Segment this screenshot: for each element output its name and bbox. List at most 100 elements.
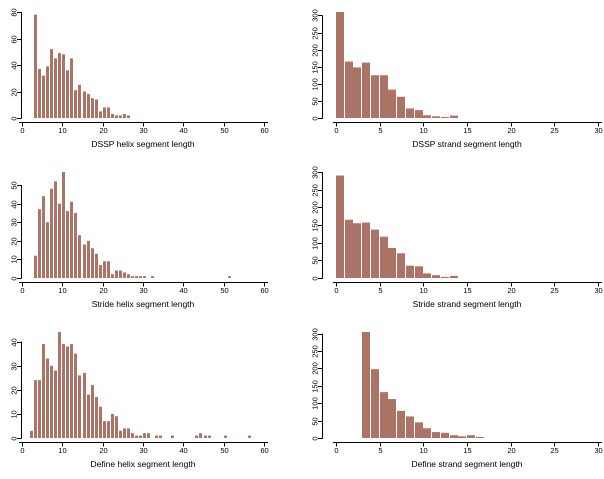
bar <box>70 344 73 438</box>
bar <box>91 98 94 119</box>
bar <box>345 219 353 278</box>
bar <box>371 369 379 438</box>
bar <box>111 274 114 278</box>
bar <box>441 276 449 278</box>
y-tick-label: 10 <box>10 410 19 418</box>
y-tick-label: 50 <box>10 181 19 189</box>
x-tick-label: 10 <box>419 286 427 295</box>
x-axis-title: Define strand segment length <box>411 459 522 469</box>
bar <box>46 358 49 438</box>
bar <box>107 421 110 438</box>
x-tick-label: 10 <box>58 286 66 295</box>
x-tick-label: 25 <box>550 286 558 295</box>
bar <box>406 108 414 118</box>
y-tick-label: 0 <box>311 116 320 120</box>
axes-group: 0 10 20 30 40 0 10 20 30 40 50 60 <box>10 338 269 455</box>
y-tick-label: 0 <box>311 436 320 440</box>
bars-group <box>34 172 231 278</box>
bar <box>83 244 86 278</box>
bar <box>99 111 102 119</box>
x-tick-label: 50 <box>220 446 228 455</box>
bar <box>70 58 73 119</box>
bar <box>423 115 431 118</box>
x-tick-label: 20 <box>507 446 515 455</box>
bar <box>99 406 102 438</box>
histogram-cell-dssp-helix: 0 20 40 60 80 0 10 20 30 40 50 60 DSSP helix segmen… <box>0 0 302 160</box>
bar <box>450 115 458 118</box>
bar <box>336 12 344 118</box>
bar <box>450 435 458 438</box>
plot-stride-helix: 0 10 20 30 40 50 0 10 20 30 40 50 60 Stride helix se… <box>10 172 269 309</box>
bar <box>432 275 440 278</box>
x-tick-label: 10 <box>419 446 427 455</box>
bar <box>388 399 396 438</box>
bar <box>228 276 231 278</box>
y-tick-label: 250 <box>311 27 320 40</box>
bar <box>95 253 98 278</box>
x-tick-label: 5 <box>378 446 382 455</box>
bar <box>123 272 126 278</box>
y-tick-label: 100 <box>311 397 320 410</box>
axes-group: 0 50 100 150 200 250 300 0 5 10 15 20 25 30 <box>311 166 603 295</box>
x-tick-label: 15 <box>463 446 471 455</box>
bars-group <box>362 332 484 438</box>
bar <box>62 344 65 438</box>
x-tick-label: 30 <box>594 286 602 295</box>
x-tick-label: 20 <box>507 286 515 295</box>
bar <box>78 235 81 278</box>
bar <box>415 422 423 438</box>
plot-define-strand: 0 50 100 150 200 250 300 0 5 10 15 20 25 30 Define st… <box>311 328 603 469</box>
bar <box>58 53 61 118</box>
axes-group: 0 10 20 30 40 50 0 10 20 30 40 50 60 <box>10 181 269 295</box>
x-tick-label: 20 <box>99 126 107 135</box>
bar <box>397 253 405 278</box>
y-tick-label: 50 <box>311 417 320 425</box>
axes-group: 0 20 40 60 80 0 10 20 30 40 50 60 <box>10 8 269 135</box>
bar <box>362 332 370 438</box>
x-tick-label: 0 <box>334 286 338 295</box>
y-tick-label: 0 <box>311 276 320 280</box>
x-axis-title: Stride helix segment length <box>92 299 195 309</box>
x-tick-label: 0 <box>334 126 338 135</box>
bar <box>87 94 90 118</box>
bar <box>30 430 33 438</box>
bar <box>458 436 466 438</box>
bar <box>119 430 122 438</box>
histogram-cell-define-strand: 0 50 100 150 200 250 300 0 5 10 15 20 25 30 Define st… <box>302 320 604 479</box>
bar <box>123 428 126 438</box>
bar <box>131 433 134 438</box>
bar <box>397 96 405 118</box>
y-tick-label: 80 <box>10 8 19 16</box>
histogram-cell-stride-strand: 0 50 100 150 200 250 300 0 5 10 15 20 25 30 Stride st… <box>302 160 604 320</box>
x-tick-label: 50 <box>220 286 228 295</box>
bar <box>115 416 118 438</box>
bar <box>362 62 370 118</box>
bar <box>62 172 65 278</box>
bar <box>34 380 37 438</box>
bar <box>107 107 110 118</box>
y-tick-label: 200 <box>311 44 320 57</box>
axes-group: 0 50 100 150 200 250 300 0 5 10 15 20 25 30 <box>311 328 603 455</box>
x-tick-label: 5 <box>378 126 382 135</box>
bar <box>119 115 122 118</box>
y-tick-label: 30 <box>10 362 19 370</box>
x-tick-label: 30 <box>139 446 147 455</box>
bar <box>42 75 45 118</box>
bar <box>66 211 69 278</box>
bar <box>159 435 162 438</box>
x-tick-label: 30 <box>594 126 602 135</box>
bar <box>54 370 57 438</box>
bar <box>127 115 130 118</box>
bar <box>380 236 388 278</box>
y-tick-label: 30 <box>10 218 19 226</box>
y-tick-label: 150 <box>311 380 320 393</box>
bar <box>87 394 90 438</box>
bar <box>54 181 57 278</box>
bar <box>371 229 379 278</box>
x-tick-label: 40 <box>179 446 187 455</box>
bar <box>87 240 90 278</box>
y-tick-label: 40 <box>10 61 19 69</box>
bar <box>362 222 370 278</box>
x-tick-label: 10 <box>58 126 66 135</box>
